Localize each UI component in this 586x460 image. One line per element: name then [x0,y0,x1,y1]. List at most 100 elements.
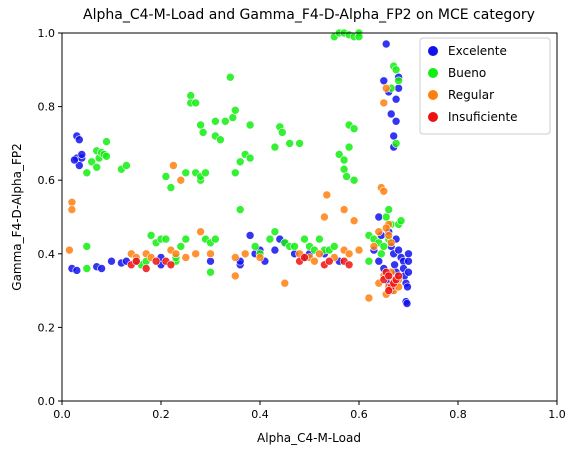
data-point-bueno-2 [82,168,92,178]
legend-marker-insuficiente [428,112,438,122]
data-point-excelente-50 [394,245,403,255]
data-point-excelente-60 [404,256,413,266]
data-point-excelente-42 [391,117,401,126]
data-point-bueno-56 [270,227,280,236]
data-point-excelente-38 [386,109,396,119]
data-point-excelente-6 [70,155,79,165]
data-point-bueno-71 [334,150,344,159]
data-point-bueno-15 [146,231,156,240]
data-point-bueno-63 [295,139,304,148]
data-point-bueno-67 [315,234,324,244]
data-point-bueno-72 [339,155,349,165]
data-point-bueno-64 [300,234,309,244]
legend-marker-bueno [428,68,438,78]
data-point-regular-23 [315,249,324,259]
legend-label-excelente: Excelente [448,44,507,58]
data-point-regular-12 [191,249,200,259]
data-point-regular-1 [67,198,77,207]
data-point-regular-52 [386,238,396,248]
data-point-bueno-77 [349,124,359,133]
data-point-regular-30 [349,216,359,225]
points-layer [65,28,413,308]
data-point-insuficiente-9 [324,256,334,266]
data-point-insuficiente-5 [166,260,176,270]
data-point-bueno-1 [82,242,92,251]
data-point-bueno-74 [342,172,351,181]
data-point-excelente-20 [245,231,255,240]
data-point-bueno-85 [354,32,364,42]
data-point-regular-2 [67,205,77,214]
x-axis-label: Alpha_C4-M-Load [257,431,361,445]
data-point-excelente-43 [394,83,403,93]
data-point-bueno-5 [92,163,101,172]
data-point-regular-18 [255,253,265,262]
data-point-insuficiente-3 [151,256,161,266]
data-point-regular-22 [310,256,319,266]
data-point-bueno-75 [344,142,354,152]
data-point-bueno-26 [186,91,195,100]
data-point-regular-14 [206,249,215,259]
data-point-excelente-7 [77,150,87,159]
data-point-regular-33 [369,242,379,251]
data-point-excelente-17 [206,256,215,266]
data-point-bueno-54 [265,234,275,244]
data-point-regular-34 [374,227,384,236]
data-point-bueno-62 [290,242,299,251]
data-point-excelente-11 [107,256,116,266]
data-point-bueno-38 [211,234,220,244]
x-tick-label-5: 1.0 [548,408,566,421]
data-point-bueno-93 [384,205,394,214]
x-tick-label-0: 0.0 [53,408,71,421]
data-point-bueno-28 [191,98,200,108]
data-point-regular-29 [344,249,354,259]
data-point-regular-8 [169,161,178,170]
data-point-insuficiente-11 [344,260,354,270]
data-point-bueno-41 [216,135,225,144]
data-point-regular-13 [196,227,205,236]
data-point-regular-38 [381,83,391,93]
data-point-bueno-40 [211,117,220,126]
legend-label-bueno: Bueno [448,66,486,80]
data-point-excelente-59 [404,267,413,277]
data-point-bueno-20 [166,183,176,192]
data-point-regular-17 [240,249,250,259]
data-point-bueno-36 [206,267,215,277]
data-point-excelente-48 [390,260,399,270]
data-point-bueno-52 [250,242,260,251]
data-point-bueno-42 [221,117,230,126]
data-point-regular-37 [379,98,389,108]
y-axis: 0.0 0.2 0.4 0.6 0.8 1.0 [38,27,62,408]
data-point-bueno-24 [181,234,191,244]
y-tick-label-1: 0.2 [38,321,56,334]
data-point-excelente-36 [381,39,391,49]
data-point-excelente-35 [379,76,389,86]
data-point-bueno-48 [235,157,245,167]
x-tick-label-2: 0.4 [251,408,269,421]
data-point-excelente-57 [402,299,412,308]
data-point-regular-0 [65,245,74,255]
y-tick-label-4: 0.8 [38,101,56,114]
data-point-regular-16 [231,271,240,281]
data-point-bueno-73 [339,164,349,174]
data-point-bueno-97 [391,65,401,75]
data-point-bueno-43 [226,72,235,82]
data-point-regular-28 [339,205,349,214]
data-point-regular-11 [181,253,191,262]
data-point-regular-36 [379,186,389,196]
legend-box [419,37,551,135]
data-point-bueno-44 [228,113,238,122]
data-point-bueno-98 [391,139,401,148]
legend-label-regular: Regular [448,88,494,102]
data-point-excelente-66 [374,256,384,266]
legend-marker-regular [428,90,438,100]
data-point-regular-19 [280,278,290,288]
data-point-bueno-101 [396,216,406,225]
data-point-insuficiente-19 [384,286,394,295]
data-point-insuficiente-18 [394,271,403,281]
data-point-bueno-55 [270,142,280,152]
data-point-regular-25 [322,190,332,200]
data-point-excelente-39 [389,131,399,141]
data-point-bueno-33 [198,128,208,137]
